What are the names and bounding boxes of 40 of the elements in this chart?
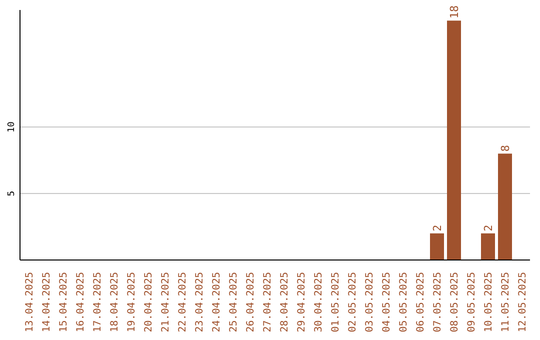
x-tick-label: 10.05.2025 — [484, 272, 494, 332]
x-tick-label: 29.04.2025 — [296, 272, 308, 332]
y-tick-label: 10 — [7, 122, 17, 132]
x-tick-label: 26.04.2025 — [246, 272, 256, 332]
x-tick-label: 13.04.2025 — [24, 272, 36, 332]
x-tick-label: 06.05.2025 — [416, 272, 426, 332]
x-tick-label: 20.04.2025 — [144, 272, 154, 332]
x-tick-label: 14.04.2025 — [42, 272, 52, 332]
x-tick-label: 30.04.2025 — [314, 272, 324, 332]
x-tick-label: 23.04.2025 — [194, 272, 206, 332]
x-tick-label: 05.05.2025 — [398, 272, 410, 332]
data-label: 2 — [431, 224, 444, 232]
bar — [481, 233, 495, 260]
x-tick-label: 17.04.2025 — [92, 272, 104, 332]
x-tick-label: 15.04.2025 — [58, 272, 70, 332]
x-tick-label: 03.05.2025 — [364, 272, 376, 332]
bar — [447, 20, 461, 260]
bar — [430, 233, 444, 260]
x-tick-label: 08.05.2025 — [450, 272, 460, 332]
x-tick-label: 01.05.2025 — [330, 272, 342, 332]
x-tick-label: 24.04.2025 — [212, 272, 222, 332]
data-label: 8 — [499, 144, 512, 152]
x-tick-label: 28.04.2025 — [280, 272, 290, 332]
x-tick-label: 25.04.2025 — [228, 272, 240, 332]
x-tick-label: 07.05.2025 — [432, 272, 444, 332]
x-tick-label: 18.04.2025 — [110, 272, 120, 332]
x-tick-label: 04.05.2025 — [382, 272, 392, 332]
x-tick-label: 12.05.2025 — [518, 272, 528, 332]
x-tick-label: 16.04.2025 — [76, 272, 86, 332]
x-tick-label: 11.05.2025 — [500, 272, 512, 332]
data-label: 2 — [482, 224, 495, 232]
x-tick-label: 21.04.2025 — [160, 272, 172, 332]
x-tick-label: 09.05.2025 — [466, 272, 478, 332]
x-tick-label: 19.04.2025 — [126, 272, 138, 332]
bar — [498, 154, 512, 260]
x-tick-label: 02.05.2025 — [348, 272, 358, 332]
data-label: 18 — [448, 5, 461, 19]
y-tick-label: 5 — [7, 190, 17, 196]
x-tick-label: 22.04.2025 — [178, 272, 188, 332]
x-tick-label: 27.04.2025 — [262, 272, 274, 332]
